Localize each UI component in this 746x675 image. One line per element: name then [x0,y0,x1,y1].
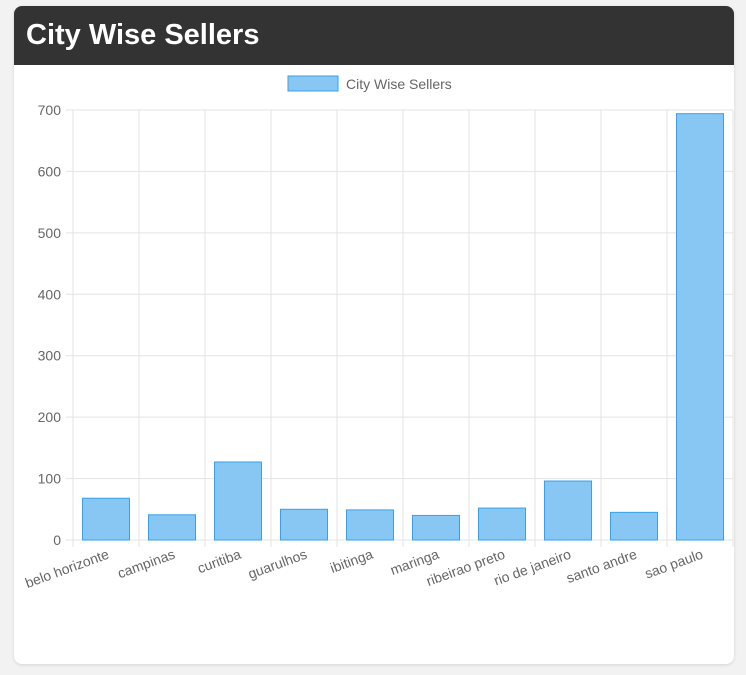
bar-rio-de-janeiro[interactable] [544,480,592,541]
x-tick-label: ibitinga [328,546,375,576]
y-tick-label: 500 [38,225,62,241]
x-tick-label: campinas [115,546,177,582]
bar-guarulhos[interactable] [280,508,328,541]
y-tick-label: 200 [38,409,62,425]
y-tick-label: 100 [38,471,62,487]
y-tick-label: 600 [38,163,62,179]
x-tick-label: sao paulo [642,546,705,582]
x-tick-label: belo horizonte [23,546,111,591]
legend-label[interactable]: City Wise Sellers [346,76,452,92]
bar-belo-horizonte[interactable] [82,497,130,541]
y-tick-label: 300 [38,348,62,364]
y-tick-label: 400 [38,286,62,302]
x-tick-label: santo andre [564,546,639,586]
bar-campinas[interactable] [148,514,196,541]
x-axis: belo horizonte campinas curitiba guarulhos i… [23,546,705,591]
x-tick-label: curitiba [195,546,243,577]
bar-chart: City Wise Sellers 0 100 200 300 400 500 600 700… [23,75,734,591]
y-axis: 0 100 200 300 400 500 600 700 [38,102,62,548]
bars [82,113,724,541]
bar-santo-andre[interactable] [610,511,658,541]
bar-maringa[interactable] [412,514,460,541]
y-tick-label: 700 [38,102,62,118]
bar-ibitinga[interactable] [346,509,394,541]
legend-swatch[interactable] [287,75,339,92]
x-tick-label: guarulhos [246,546,309,582]
grid-lines [66,109,734,547]
bar-sao-paulo[interactable] [676,113,724,541]
bar-curitiba[interactable] [214,461,262,541]
card-header: City Wise Sellers [14,6,734,65]
y-tick-label: 0 [53,532,61,548]
chart-area: City Wise Sellers 0 100 200 300 400 500 600 700… [14,65,734,664]
chart-card: City Wise Sellers City Wise Sellers 0 100… [14,6,734,664]
legend[interactable]: City Wise Sellers [287,75,452,92]
bar-ribeirao-preto[interactable] [478,507,526,541]
page-title: City Wise Sellers [26,19,260,51]
